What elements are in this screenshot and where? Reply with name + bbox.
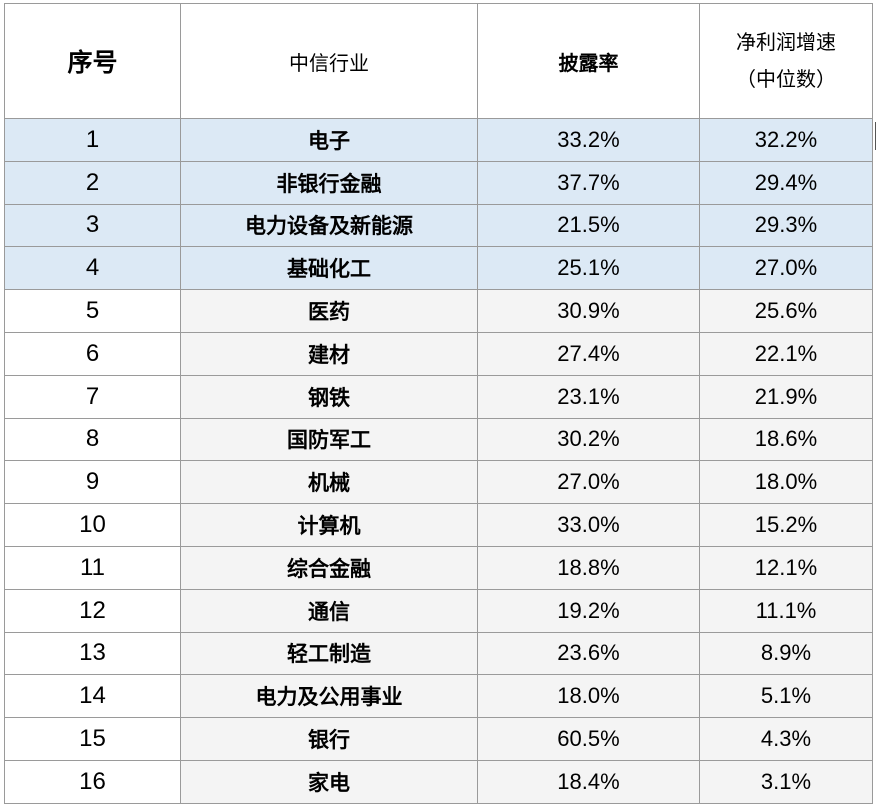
row-disclosure-cell: 30.2% <box>477 417 700 462</box>
row-disclosure-cell: 23.6% <box>477 631 700 676</box>
row-growth-cell: 32.2% <box>699 118 873 162</box>
table-row: 12 通信 19.2% 11.1% <box>4 588 873 633</box>
row-disclosure-cell: 33.2% <box>477 118 700 162</box>
table-row: 6 建材 27.4% 22.1% <box>4 331 873 376</box>
row-industry-cell: 医药 <box>180 289 478 333</box>
row-disclosure-cell: 19.2% <box>477 588 700 633</box>
row-growth-cell: 4.3% <box>699 717 873 761</box>
header-row: 序号 中信行业 披露率 净利润增速 （中位数） <box>4 3 873 119</box>
table-row: 16 家电 18.4% 3.1% <box>4 759 873 804</box>
row-seq-cell: 5 <box>4 289 181 333</box>
row-growth-cell: 22.1% <box>699 331 873 376</box>
row-seq-cell: 16 <box>4 759 181 804</box>
header-industry: 中信行业 <box>180 3 478 119</box>
row-growth-cell: 29.3% <box>699 203 873 248</box>
table-body: 1 电子 33.2% 32.2% 2 非银行金融 37.7% 29.4% 3 电力设备及新能源 21… <box>4 118 873 804</box>
row-growth-cell: 25.6% <box>699 289 873 333</box>
row-seq-cell: 13 <box>4 631 181 676</box>
table-row: 1 电子 33.2% 32.2% <box>4 118 873 162</box>
row-disclosure-cell: 27.0% <box>477 460 700 505</box>
row-growth-cell: 27.0% <box>699 246 873 291</box>
table-row: 15 银行 60.5% 4.3% <box>4 717 873 761</box>
row-disclosure-cell: 18.0% <box>477 674 700 719</box>
edge-tick <box>875 122 876 150</box>
row-industry-cell: 建材 <box>180 331 478 376</box>
row-industry-cell: 机械 <box>180 460 478 505</box>
row-industry-cell: 轻工制造 <box>180 631 478 676</box>
row-seq-cell: 14 <box>4 674 181 719</box>
table-row: 9 机械 27.0% 18.0% <box>4 460 873 505</box>
header-seq: 序号 <box>4 3 181 119</box>
row-seq-cell: 2 <box>4 160 181 205</box>
row-seq-cell: 3 <box>4 203 181 248</box>
row-industry-cell: 基础化工 <box>180 246 478 291</box>
row-growth-cell: 8.9% <box>699 631 873 676</box>
row-disclosure-cell: 33.0% <box>477 503 700 547</box>
row-industry-cell: 计算机 <box>180 503 478 547</box>
row-seq-cell: 12 <box>4 588 181 633</box>
row-growth-cell: 11.1% <box>699 588 873 633</box>
row-disclosure-cell: 23.1% <box>477 374 700 419</box>
row-disclosure-cell: 25.1% <box>477 246 700 291</box>
row-disclosure-cell: 37.7% <box>477 160 700 205</box>
row-disclosure-cell: 21.5% <box>477 203 700 248</box>
row-industry-cell: 银行 <box>180 717 478 761</box>
row-industry-cell: 非银行金融 <box>180 160 478 205</box>
row-industry-cell: 综合金融 <box>180 545 478 590</box>
table-row: 8 国防军工 30.2% 18.6% <box>4 417 873 462</box>
header-growth: 净利润增速 （中位数） <box>699 3 873 119</box>
row-seq-cell: 7 <box>4 374 181 419</box>
row-disclosure-cell: 18.4% <box>477 759 700 804</box>
row-industry-cell: 电子 <box>180 118 478 162</box>
row-industry-cell: 家电 <box>180 759 478 804</box>
row-industry-cell: 钢铁 <box>180 374 478 419</box>
table-row: 2 非银行金融 37.7% 29.4% <box>4 160 873 205</box>
table-row: 13 轻工制造 23.6% 8.9% <box>4 631 873 676</box>
header-growth-line2: （中位数） <box>736 67 836 91</box>
row-seq-cell: 8 <box>4 417 181 462</box>
row-industry-cell: 电力及公用事业 <box>180 674 478 719</box>
row-seq-cell: 6 <box>4 331 181 376</box>
table-row: 7 钢铁 23.1% 21.9% <box>4 374 873 419</box>
row-disclosure-cell: 18.8% <box>477 545 700 590</box>
table-row: 10 计算机 33.0% 15.2% <box>4 503 873 547</box>
header-growth-line1: 净利润增速 <box>736 30 836 54</box>
row-growth-cell: 5.1% <box>699 674 873 719</box>
row-disclosure-cell: 30.9% <box>477 289 700 333</box>
row-industry-cell: 电力设备及新能源 <box>180 203 478 248</box>
row-growth-cell: 18.6% <box>699 417 873 462</box>
row-growth-cell: 12.1% <box>699 545 873 590</box>
row-industry-cell: 国防军工 <box>180 417 478 462</box>
row-seq-cell: 1 <box>4 118 181 162</box>
table-row: 4 基础化工 25.1% 27.0% <box>4 246 873 291</box>
table-row: 3 电力设备及新能源 21.5% 29.3% <box>4 203 873 248</box>
row-growth-cell: 18.0% <box>699 460 873 505</box>
table-row: 11 综合金融 18.8% 12.1% <box>4 545 873 590</box>
row-seq-cell: 10 <box>4 503 181 547</box>
industry-table: 序号 中信行业 披露率 净利润增速 （中位数） 1 电子 33.2% 32.2% 2 非银行… <box>4 3 873 804</box>
row-industry-cell: 通信 <box>180 588 478 633</box>
row-disclosure-cell: 27.4% <box>477 331 700 376</box>
row-growth-cell: 21.9% <box>699 374 873 419</box>
row-seq-cell: 9 <box>4 460 181 505</box>
row-growth-cell: 3.1% <box>699 759 873 804</box>
row-seq-cell: 15 <box>4 717 181 761</box>
table-row: 14 电力及公用事业 18.0% 5.1% <box>4 674 873 719</box>
row-seq-cell: 11 <box>4 545 181 590</box>
row-growth-cell: 29.4% <box>699 160 873 205</box>
table-header: 序号 中信行业 披露率 净利润增速 （中位数） <box>4 3 873 119</box>
row-disclosure-cell: 60.5% <box>477 717 700 761</box>
header-disclosure: 披露率 <box>477 3 700 119</box>
table-row: 5 医药 30.9% 25.6% <box>4 289 873 333</box>
row-growth-cell: 15.2% <box>699 503 873 547</box>
row-seq-cell: 4 <box>4 246 181 291</box>
